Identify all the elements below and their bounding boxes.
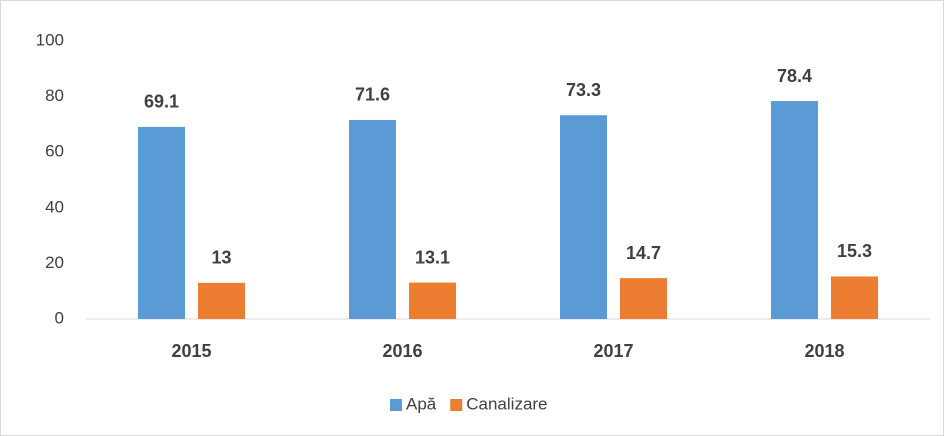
bar — [138, 126, 185, 319]
x-tick-label: 2018 — [804, 341, 844, 361]
bar — [620, 278, 667, 319]
data-label: 13.1 — [415, 247, 450, 267]
legend-label: Canalizare — [466, 394, 547, 413]
y-tick-label: 20 — [45, 253, 64, 272]
data-label: 78.4 — [777, 66, 812, 86]
x-tick-label: 2015 — [171, 341, 211, 361]
bar — [409, 282, 456, 319]
data-label: 73.3 — [566, 80, 601, 100]
y-tick-label: 80 — [45, 86, 64, 105]
bar — [771, 101, 818, 319]
legend-swatch — [450, 399, 463, 411]
y-tick-label: 60 — [45, 142, 64, 161]
legend-label: Apă — [406, 394, 437, 413]
legend-swatch — [390, 399, 402, 411]
data-label: 14.7 — [626, 243, 661, 263]
x-tick-label: 2017 — [593, 341, 633, 361]
x-tick-label: 2016 — [382, 341, 422, 361]
data-label: 71.6 — [355, 85, 390, 105]
bar — [560, 115, 607, 319]
y-tick-label: 40 — [45, 197, 64, 216]
bar — [349, 119, 396, 320]
y-tick-label: 100 — [36, 30, 64, 49]
bar — [831, 276, 878, 319]
data-label: 15.3 — [837, 241, 872, 261]
y-tick-label: 0 — [55, 308, 64, 327]
data-label: 69.1 — [144, 92, 179, 112]
data-label: 13 — [211, 248, 231, 268]
bar — [198, 282, 245, 319]
